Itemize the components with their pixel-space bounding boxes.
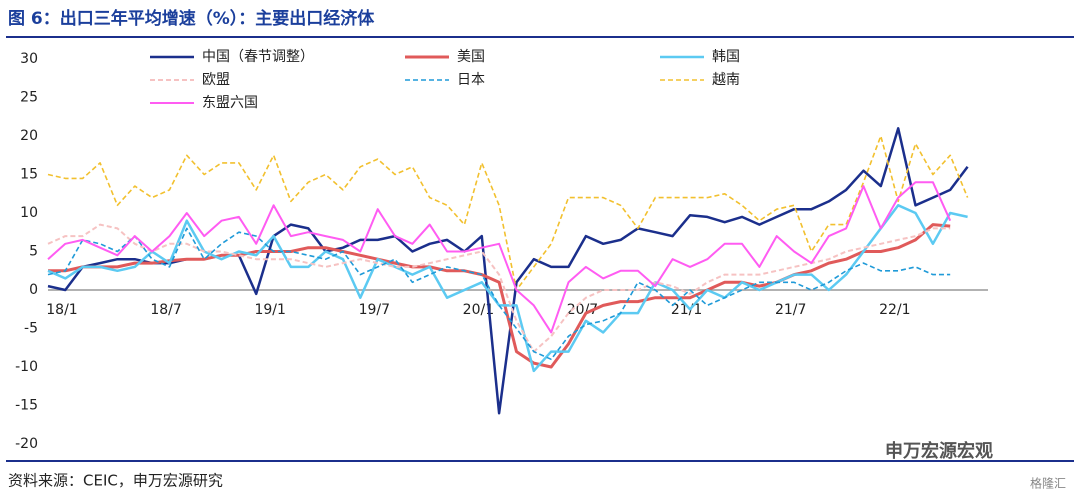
y-tick-label: 5: [29, 244, 38, 260]
x-tick-label: 20/7: [567, 302, 598, 318]
x-tick-label: 18/7: [150, 302, 181, 318]
x-tick-label: 19/1: [254, 302, 285, 318]
x-tick-label: 22/1: [879, 302, 910, 318]
y-tick-label: -10: [15, 359, 38, 375]
y-tick-label: -15: [15, 398, 38, 414]
y-tick-label: -20: [15, 436, 38, 452]
legend-label: 韩国: [712, 49, 740, 65]
legend-label: 东盟六国: [202, 95, 258, 111]
legend-label: 越南: [712, 72, 740, 88]
y-tick-label: 20: [20, 128, 38, 144]
y-tick-label: 0: [29, 282, 38, 298]
y-tick-label: 15: [20, 167, 38, 183]
legend-label: 欧盟: [202, 72, 230, 88]
series-line: [47, 181, 952, 334]
series-line: [48, 223, 951, 369]
y-tick-label: 25: [20, 90, 38, 106]
x-tick-label: 21/7: [775, 302, 806, 318]
watermark-small: 格隆汇: [1030, 476, 1066, 491]
x-tick-label: 18/1: [46, 302, 77, 318]
y-tick-label: -5: [24, 321, 38, 337]
legend-label: 美国: [457, 49, 485, 65]
series-line: [47, 204, 968, 373]
series-line: [47, 223, 951, 353]
legend-label: 日本: [457, 72, 485, 88]
source: 资料来源：CEIC，申万宏源研究: [8, 472, 223, 490]
series-line: [47, 135, 969, 291]
chart-title: 图 6：出口三年平均增速（%）：主要出口经济体: [8, 8, 375, 29]
x-tick-label: 19/7: [359, 302, 390, 318]
series-line: [47, 127, 969, 415]
watermark: 申万宏源宏观: [885, 440, 993, 462]
y-tick-label: 30: [20, 51, 38, 67]
y-tick-label: 10: [20, 205, 38, 221]
series-line: [47, 227, 951, 361]
x-tick-label: 20/1: [463, 302, 494, 318]
legend-label: 中国（春节调整）: [202, 49, 314, 65]
